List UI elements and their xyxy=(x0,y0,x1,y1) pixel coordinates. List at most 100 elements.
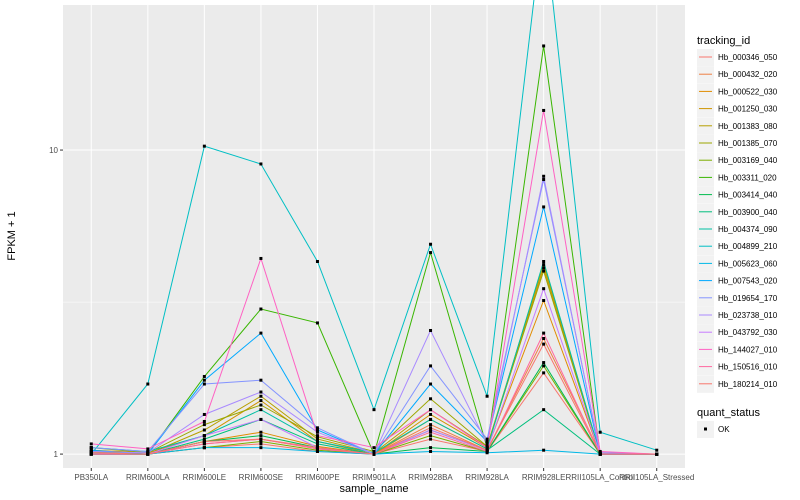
data-point xyxy=(429,423,433,427)
data-point xyxy=(315,434,319,438)
data-point xyxy=(259,434,263,438)
legend-shape-key-point xyxy=(704,427,707,431)
data-point xyxy=(542,44,546,48)
data-point xyxy=(202,428,206,432)
data-point xyxy=(315,446,319,450)
data-point xyxy=(372,446,376,450)
data-point xyxy=(89,451,93,455)
x-tick-label: RRIM901LA xyxy=(352,473,396,482)
data-point xyxy=(542,361,546,365)
data-point xyxy=(542,205,546,209)
data-point xyxy=(202,412,206,416)
data-point xyxy=(429,382,433,386)
legend-label: Hb_003414_040 xyxy=(718,191,778,200)
legend-shape-items: OK xyxy=(697,421,730,438)
x-tick-label: RRIM600LA xyxy=(126,473,170,482)
x-tick-label: RRII105LA_Control xyxy=(565,473,635,482)
data-point xyxy=(542,269,546,273)
data-point xyxy=(259,408,263,412)
data-point xyxy=(202,419,206,423)
data-point xyxy=(315,440,319,444)
legend-label: Hb_000346_050 xyxy=(718,53,778,62)
data-point xyxy=(202,434,206,438)
legend-label: Hb_023738_010 xyxy=(718,311,778,320)
data-point xyxy=(259,442,263,446)
data-point xyxy=(429,430,433,434)
data-point xyxy=(259,390,263,394)
data-point xyxy=(429,328,433,332)
x-tick-label: PB350LA xyxy=(74,473,108,482)
x-tick-label: RRIM600PE xyxy=(295,473,339,482)
legend-shape-title: quant_status xyxy=(697,407,760,419)
data-point xyxy=(429,417,433,421)
data-point xyxy=(429,412,433,416)
legend-label: Hb_001250_030 xyxy=(718,105,778,114)
data-point xyxy=(202,442,206,446)
data-point xyxy=(259,437,263,441)
legend: tracking_id Hb_000346_050Hb_000432_020Hb… xyxy=(697,35,778,438)
data-point xyxy=(315,442,319,446)
legend-label: Hb_004374_090 xyxy=(718,225,778,234)
legend-label: Hb_150516_010 xyxy=(718,363,778,372)
data-point xyxy=(202,423,206,427)
data-point xyxy=(429,446,433,450)
data-point xyxy=(485,448,489,452)
x-tick-label: RRIM600SE xyxy=(239,473,283,482)
data-point xyxy=(542,331,546,335)
x-tick-label: RRIM600LE xyxy=(183,473,227,482)
data-point xyxy=(259,417,263,421)
x-axis-title: sample_name xyxy=(339,483,408,495)
legend-label: Hb_004899_210 xyxy=(718,242,778,251)
x-axis: PB350LA RRIM600LA RRIM600LE RRIM600SE RRIM60… xyxy=(74,468,694,482)
data-points xyxy=(89,44,659,456)
data-point xyxy=(542,263,546,267)
data-point xyxy=(146,452,150,456)
data-point xyxy=(542,108,546,112)
data-point xyxy=(259,403,263,407)
legend-label: Hb_007543_020 xyxy=(718,277,778,286)
legend-label: Hb_003900_040 xyxy=(718,208,778,217)
legend-label: Hb_003311_020 xyxy=(718,173,777,182)
data-point xyxy=(259,399,263,403)
data-point xyxy=(542,178,546,182)
legend-label: Hb_144027_010 xyxy=(718,345,778,354)
data-point xyxy=(429,408,433,412)
data-point xyxy=(372,452,376,456)
data-point xyxy=(429,251,433,255)
data-point xyxy=(146,382,150,386)
data-point xyxy=(429,434,433,438)
data-point xyxy=(202,374,206,378)
legend-label: Hb_005623_060 xyxy=(718,259,778,268)
legend-label: Hb_000522_030 xyxy=(718,87,778,96)
legend-label: Hb_000432_020 xyxy=(718,70,778,79)
data-point xyxy=(259,440,263,444)
legend-color-title: tracking_id xyxy=(697,35,750,47)
data-point xyxy=(655,452,659,456)
y-axis: 1 10 xyxy=(49,146,63,459)
data-point xyxy=(259,331,263,335)
data-point xyxy=(259,307,263,311)
data-point xyxy=(542,371,546,375)
legend-label: Hb_019654_170 xyxy=(718,294,778,303)
legend-items: Hb_000346_050 Hb_000432_020 Hb_000522_030 H… xyxy=(697,49,778,393)
data-point xyxy=(429,449,433,453)
data-point xyxy=(259,430,263,434)
data-point xyxy=(315,437,319,441)
data-point xyxy=(315,259,319,263)
data-point xyxy=(315,428,319,432)
data-point xyxy=(485,446,489,450)
data-point xyxy=(202,446,206,450)
data-point xyxy=(598,452,602,456)
data-point xyxy=(315,430,319,434)
y-tick-label: 10 xyxy=(49,146,58,155)
data-point xyxy=(485,437,489,441)
data-point xyxy=(89,442,93,446)
x-tick-label: RRII105LA_Stressed xyxy=(619,473,694,482)
data-point xyxy=(259,162,263,166)
data-point xyxy=(202,378,206,382)
data-point xyxy=(655,448,659,452)
data-point xyxy=(598,430,602,434)
data-point xyxy=(542,342,546,346)
data-point xyxy=(315,426,319,430)
legend-shape-label: OK xyxy=(718,425,730,434)
